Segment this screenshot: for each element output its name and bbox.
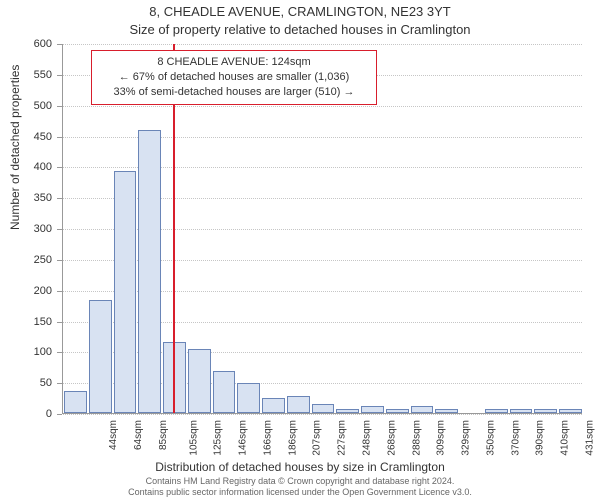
y-tick-label: 550	[12, 69, 52, 81]
x-tick-label: 390sqm	[535, 420, 546, 456]
footer-line-2: Contains public sector information licen…	[0, 487, 600, 498]
x-tick-label: 186sqm	[287, 420, 298, 456]
footer-line-1: Contains HM Land Registry data © Crown c…	[0, 476, 600, 487]
y-axis-label: Number of detached properties	[8, 65, 22, 230]
histogram-bar	[262, 398, 285, 413]
histogram-bar	[213, 371, 236, 413]
x-tick-label: 44sqm	[108, 420, 119, 450]
property-size-histogram: 8, CHEADLE AVENUE, CRAMLINGTON, NE23 3YT…	[0, 0, 600, 500]
y-tick-label: 0	[12, 408, 52, 420]
x-tick-label: 268sqm	[386, 420, 397, 456]
y-tick-label: 300	[12, 223, 52, 235]
y-tick-label: 150	[12, 316, 52, 328]
histogram-bar	[361, 406, 384, 413]
x-tick-label: 85sqm	[158, 420, 169, 450]
histogram-bar	[287, 396, 310, 413]
y-tick-label: 450	[12, 131, 52, 143]
x-tick-label: 227sqm	[337, 420, 348, 456]
x-tick-label: 166sqm	[263, 420, 274, 456]
histogram-bar	[435, 409, 458, 413]
gridline	[63, 414, 582, 415]
histogram-bar	[89, 300, 112, 413]
y-tick-label: 350	[12, 192, 52, 204]
histogram-bar	[534, 409, 557, 413]
x-tick-label: 288sqm	[411, 420, 422, 456]
x-tick-label: 329sqm	[461, 420, 472, 456]
x-tick-label: 146sqm	[238, 420, 249, 456]
y-tick-label: 400	[12, 161, 52, 173]
histogram-bar	[411, 406, 434, 413]
x-tick-label: 105sqm	[188, 420, 199, 456]
histogram-bar	[510, 409, 533, 413]
y-tick-label: 50	[12, 377, 52, 389]
footer-attribution: Contains HM Land Registry data © Crown c…	[0, 476, 600, 498]
y-tick-mark	[57, 414, 62, 415]
y-tick-label: 100	[12, 346, 52, 358]
histogram-bar	[485, 409, 508, 413]
x-tick-label: 350sqm	[485, 420, 496, 456]
y-tick-label: 600	[12, 38, 52, 50]
histogram-bar	[237, 383, 260, 413]
callout-line-1: 8 CHEADLE AVENUE: 124sqm	[98, 55, 370, 70]
histogram-bar	[138, 130, 161, 413]
x-tick-label: 370sqm	[510, 420, 521, 456]
histogram-bar	[312, 404, 335, 413]
x-tick-label: 410sqm	[560, 420, 571, 456]
callout-line-2: ← 67% of detached houses are smaller (1,…	[98, 70, 370, 85]
chart-title: Size of property relative to detached ho…	[0, 22, 600, 37]
x-tick-label: 309sqm	[436, 420, 447, 456]
x-tick-label: 125sqm	[213, 420, 224, 456]
callout-box: 8 CHEADLE AVENUE: 124sqm ← 67% of detach…	[91, 50, 377, 105]
histogram-bar	[559, 409, 582, 413]
y-tick-label: 200	[12, 285, 52, 297]
x-tick-label: 64sqm	[133, 420, 144, 450]
y-tick-label: 500	[12, 100, 52, 112]
histogram-bar	[336, 409, 359, 413]
gridline	[63, 44, 582, 45]
x-axis-label: Distribution of detached houses by size …	[0, 460, 600, 474]
callout-line-3: 33% of semi-detached houses are larger (…	[98, 85, 370, 100]
histogram-bar	[386, 409, 409, 413]
x-tick-label: 207sqm	[312, 420, 323, 456]
x-tick-label: 431sqm	[584, 420, 595, 456]
x-tick-label: 248sqm	[362, 420, 373, 456]
chart-suptitle: 8, CHEADLE AVENUE, CRAMLINGTON, NE23 3YT	[0, 4, 600, 19]
y-tick-label: 250	[12, 254, 52, 266]
plot-area: 8 CHEADLE AVENUE: 124sqm ← 67% of detach…	[62, 44, 582, 414]
histogram-bar	[188, 349, 211, 413]
gridline	[63, 106, 582, 107]
histogram-bar	[64, 391, 87, 413]
histogram-bar	[114, 171, 137, 413]
